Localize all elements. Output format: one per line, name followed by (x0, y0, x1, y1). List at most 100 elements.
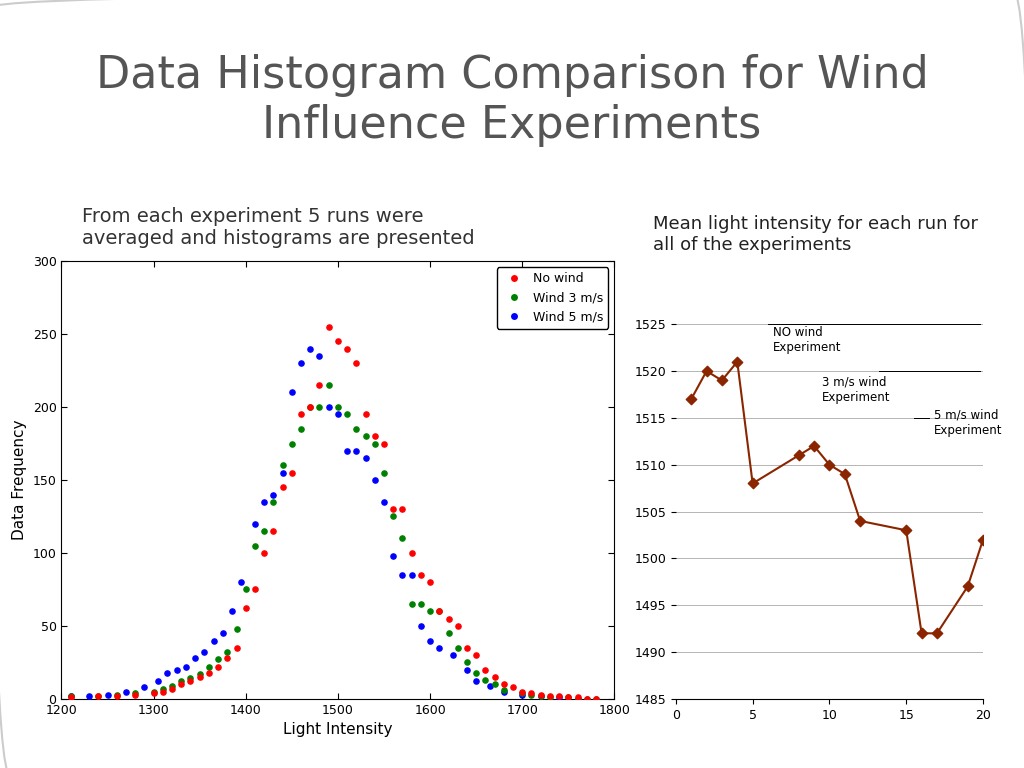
Point (348, 357, 365, 369)
Point (394, 532, 411, 545)
Point (729, 356, 745, 368)
Text: From each experiment 5 runs were
averaged and histograms are presented: From each experiment 5 runs were average… (82, 207, 474, 248)
Point (210, 654, 226, 666)
Point (145, 687, 162, 699)
Point (219, 646, 236, 658)
Point (256, 525, 272, 538)
Point (837, 468, 853, 480)
Point (959, 581, 976, 593)
Point (459, 664, 475, 676)
Point (385, 550, 401, 562)
Point (569, 693, 586, 705)
Point (90, 690, 106, 702)
Point (579, 693, 595, 705)
Point (532, 690, 549, 702)
Point (514, 688, 530, 700)
Point (265, 496, 282, 508)
Point (109, 688, 125, 700)
Point (127, 687, 143, 699)
Point (201, 660, 217, 673)
Point (155, 686, 171, 697)
Point (284, 386, 300, 399)
Point (182, 675, 199, 687)
Point (579, 693, 595, 705)
Point (376, 496, 392, 508)
Point (569, 693, 586, 705)
Point (284, 438, 300, 450)
Point (160, 667, 176, 679)
Point (542, 690, 558, 702)
Point (440, 613, 457, 625)
Point (164, 683, 180, 695)
Point (339, 445, 355, 457)
Point (81, 690, 97, 702)
Point (145, 686, 162, 697)
Point (514, 686, 530, 697)
Text: NO wind
Experiment: NO wind Experiment (773, 326, 841, 354)
Point (173, 675, 189, 687)
Point (224, 605, 241, 617)
Point (560, 691, 577, 703)
Point (293, 409, 309, 421)
Point (413, 620, 429, 632)
Text: 5 m/s wind
Experiment: 5 m/s wind Experiment (934, 409, 1002, 436)
Point (542, 691, 558, 703)
Point (403, 568, 420, 581)
Point (588, 693, 604, 705)
Point (385, 503, 401, 515)
Point (197, 646, 213, 658)
Point (233, 576, 250, 588)
Point (357, 409, 374, 421)
Point (852, 515, 868, 527)
Point (514, 687, 530, 699)
Point (99, 688, 116, 700)
Point (551, 691, 567, 703)
Point (247, 518, 263, 530)
Point (274, 481, 291, 494)
Point (560, 691, 577, 703)
Point (450, 642, 466, 654)
Point (422, 634, 438, 647)
Point (302, 401, 318, 413)
Point (151, 675, 167, 687)
Y-axis label: Data Frequency: Data Frequency (12, 420, 28, 540)
Point (532, 690, 549, 702)
Point (136, 681, 153, 694)
Point (274, 467, 291, 479)
Point (265, 488, 282, 501)
Point (551, 690, 567, 702)
Point (431, 605, 447, 617)
Point (450, 620, 466, 632)
Point (367, 474, 383, 486)
Point (431, 605, 447, 617)
Point (367, 438, 383, 450)
Point (929, 627, 945, 640)
Point (321, 401, 337, 413)
Point (357, 452, 374, 464)
Point (898, 524, 914, 536)
Point (486, 671, 503, 684)
Point (191, 668, 208, 680)
Point (206, 634, 222, 647)
Point (247, 584, 263, 596)
Point (569, 691, 586, 703)
Text: Data Histogram Comparison for Wind
Influence Experiments: Data Histogram Comparison for Wind Influ… (95, 54, 929, 147)
Point (215, 627, 231, 639)
Point (376, 467, 392, 479)
Point (293, 423, 309, 435)
Point (191, 671, 208, 684)
Point (187, 652, 204, 664)
Point (311, 379, 328, 392)
Point (164, 680, 180, 692)
Point (496, 684, 512, 697)
Point (468, 667, 484, 679)
Point (62, 690, 79, 702)
Point (173, 678, 189, 690)
Point (422, 605, 438, 617)
Point (238, 602, 254, 614)
Point (256, 496, 272, 508)
Point (431, 642, 447, 654)
Point (482, 680, 499, 692)
Point (394, 568, 411, 581)
Point (293, 357, 309, 369)
